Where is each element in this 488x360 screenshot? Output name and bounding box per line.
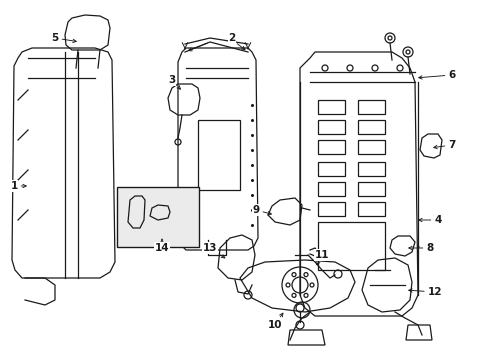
FancyBboxPatch shape xyxy=(117,187,199,247)
Text: 7: 7 xyxy=(433,140,455,150)
Text: 8: 8 xyxy=(408,243,433,253)
Text: 12: 12 xyxy=(408,287,441,297)
Text: 4: 4 xyxy=(418,215,441,225)
Text: 11: 11 xyxy=(314,250,328,265)
Text: 13: 13 xyxy=(203,243,224,258)
Text: 6: 6 xyxy=(418,70,455,80)
Text: 5: 5 xyxy=(51,33,76,43)
Text: 10: 10 xyxy=(267,313,283,330)
Text: 9: 9 xyxy=(252,205,271,215)
Text: 2: 2 xyxy=(228,33,235,43)
Text: 1: 1 xyxy=(10,181,26,191)
Text: 14: 14 xyxy=(154,239,169,253)
Text: 3: 3 xyxy=(168,75,180,89)
